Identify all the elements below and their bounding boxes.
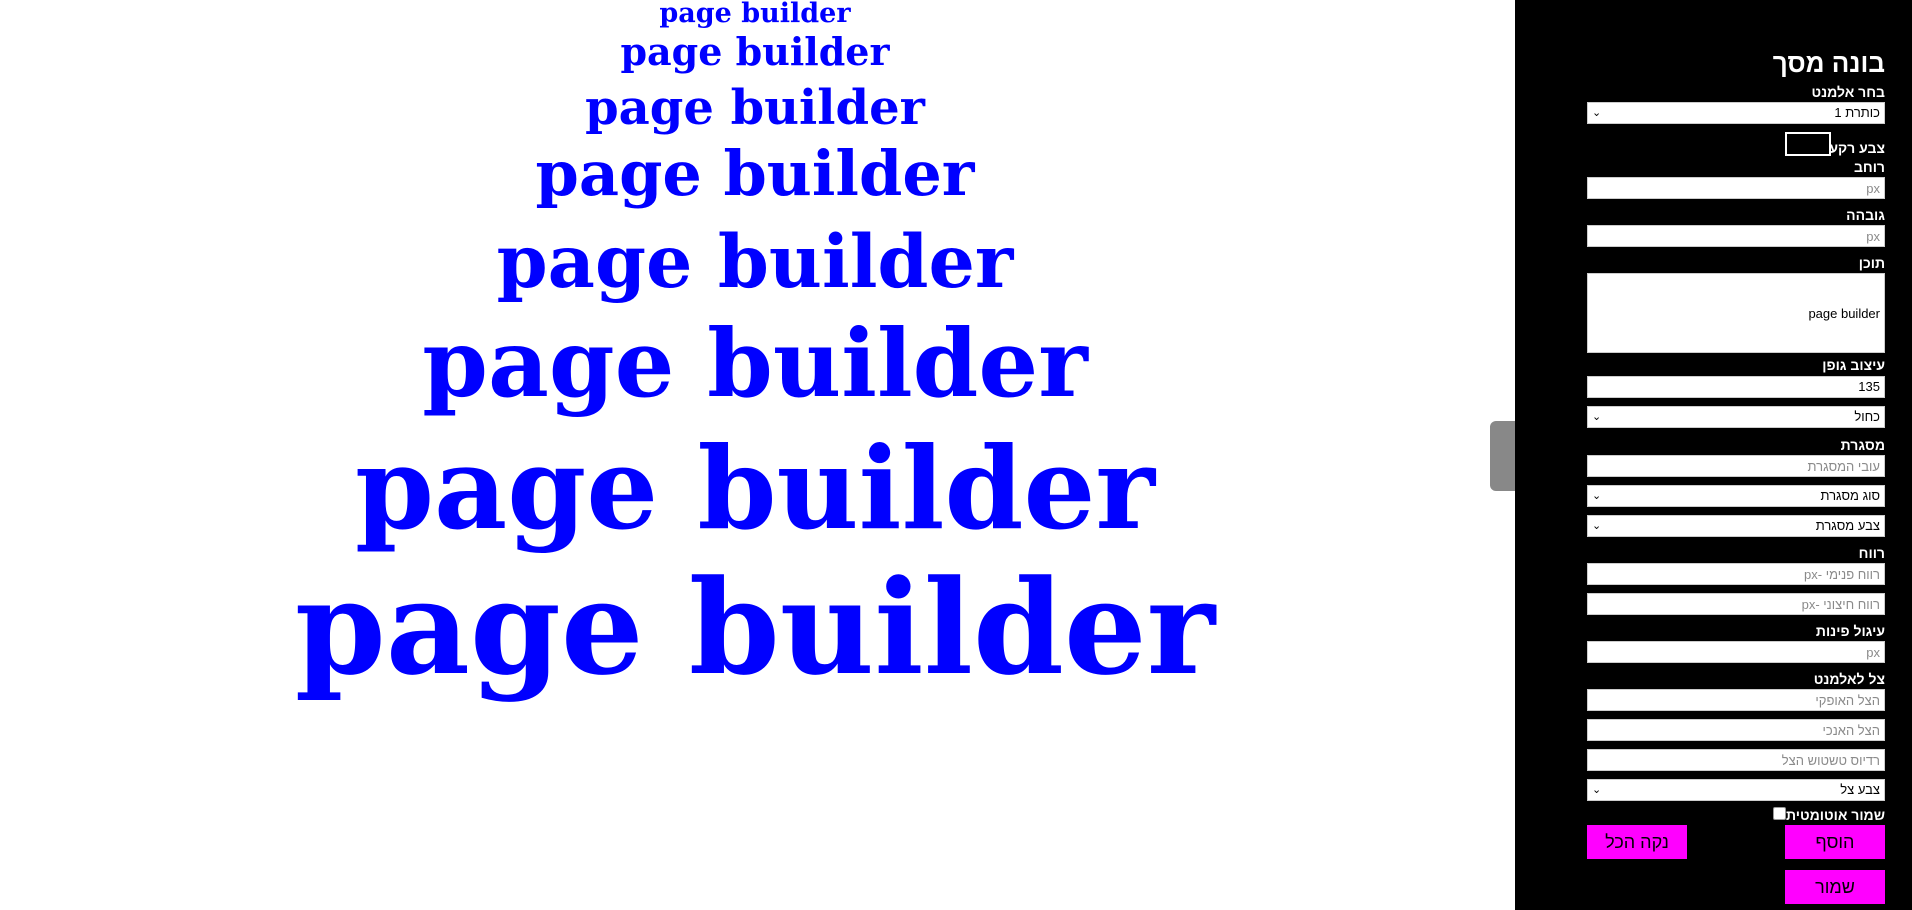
border-color-select[interactable]: צבע מסגרת ⌄: [1587, 515, 1885, 537]
preview-heading[interactable]: page builder: [294, 551, 1216, 704]
add-button[interactable]: הוסף: [1785, 825, 1885, 859]
content-label: תוכן: [1858, 255, 1885, 271]
content-value: page builder: [1808, 305, 1880, 321]
preview-heading[interactable]: page builder: [659, 0, 851, 29]
radius-label: עיגול פינות: [1815, 623, 1885, 639]
font-size-input[interactable]: 135: [1587, 376, 1885, 398]
height-label: גובהה: [1846, 207, 1885, 223]
chevron-down-icon: ⌄: [1592, 520, 1602, 532]
padding-input[interactable]: [1587, 563, 1885, 585]
bg-color-picker[interactable]: [1785, 132, 1831, 156]
element-select[interactable]: כותרת 1 ⌄: [1587, 102, 1885, 124]
save-button[interactable]: שמור: [1785, 870, 1885, 904]
preview-heading[interactable]: page builder: [496, 219, 1014, 305]
content-textarea[interactable]: page builder: [1587, 273, 1885, 353]
shadow-label: צל לאלמנט: [1813, 671, 1885, 687]
height-input[interactable]: [1587, 225, 1885, 247]
chevron-down-icon: ⌄: [1592, 490, 1602, 502]
autosave-checkbox[interactable]: [1773, 807, 1786, 820]
autosave-label: שמור אוטומטית: [1785, 807, 1885, 823]
font-color-select[interactable]: כחול ⌄: [1587, 406, 1885, 428]
preview-canvas: page builder page builder page builder p…: [294, 0, 1216, 704]
shadow-horizontal-input[interactable]: [1587, 689, 1885, 711]
sidebar-title: בונה מסך: [1772, 48, 1885, 78]
border-width-input[interactable]: [1587, 455, 1885, 477]
border-label: מסגרת: [1840, 437, 1885, 453]
width-input[interactable]: [1587, 177, 1885, 199]
clear-all-button[interactable]: נקה הכל: [1587, 825, 1687, 859]
width-label: רוחב: [1853, 159, 1885, 175]
font-color-value: כחול: [1854, 409, 1880, 424]
shadow-blur-input[interactable]: [1587, 749, 1885, 771]
shadow-color-select[interactable]: צבע צל ⌄: [1587, 779, 1885, 801]
chevron-down-icon: ⌄: [1592, 411, 1602, 423]
shadow-color-value: צבע צל: [1840, 782, 1880, 797]
preview-heading[interactable]: page builder: [355, 422, 1155, 555]
border-type-select[interactable]: סוג מסגרת ⌄: [1587, 485, 1885, 507]
border-type-value: סוג מסגרת: [1820, 488, 1880, 503]
margin-input[interactable]: [1587, 593, 1885, 615]
radius-input[interactable]: [1587, 641, 1885, 663]
sidebar-toggle-handle[interactable]: [1490, 421, 1516, 491]
preview-heading[interactable]: page builder: [585, 80, 925, 136]
preview-heading[interactable]: page builder: [620, 29, 890, 74]
spacing-label: רווח: [1858, 545, 1885, 561]
font-size-value: 135: [1858, 379, 1880, 394]
element-select-value: כותרת 1: [1834, 105, 1880, 120]
chevron-down-icon: ⌄: [1592, 784, 1602, 796]
font-label: עיצוב גופן: [1822, 357, 1885, 373]
preview-heading[interactable]: page builder: [422, 309, 1088, 419]
element-label: בחר אלמנט: [1811, 84, 1885, 100]
border-color-value: צבע מסגרת: [1815, 518, 1880, 533]
builder-sidebar: בונה מסך בחר אלמנט כותרת 1 ⌄ צבע רקע רוח…: [1515, 0, 1912, 910]
chevron-down-icon: ⌄: [1592, 107, 1602, 119]
shadow-vertical-input[interactable]: [1587, 719, 1885, 741]
preview-heading[interactable]: page builder: [535, 137, 975, 210]
bg-color-label: צבע רקע: [1829, 140, 1885, 156]
